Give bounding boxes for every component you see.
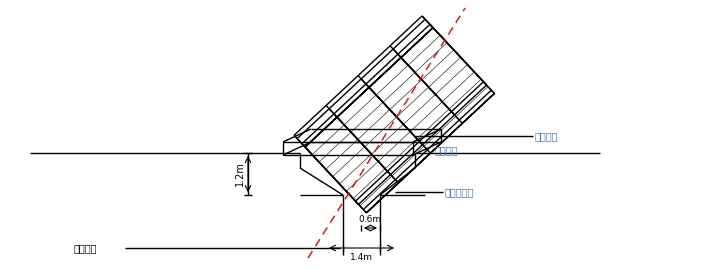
Text: 0.6m: 0.6m: [358, 214, 382, 224]
Text: 中心轴线: 中心轴线: [73, 243, 97, 253]
Text: 围护内边: 围护内边: [435, 145, 459, 155]
Text: 定位型钉: 定位型钉: [535, 131, 559, 141]
Text: 1.2m: 1.2m: [235, 161, 245, 187]
Text: 围护内边线: 围护内边线: [445, 187, 474, 197]
Text: 1.4m: 1.4m: [350, 252, 373, 262]
